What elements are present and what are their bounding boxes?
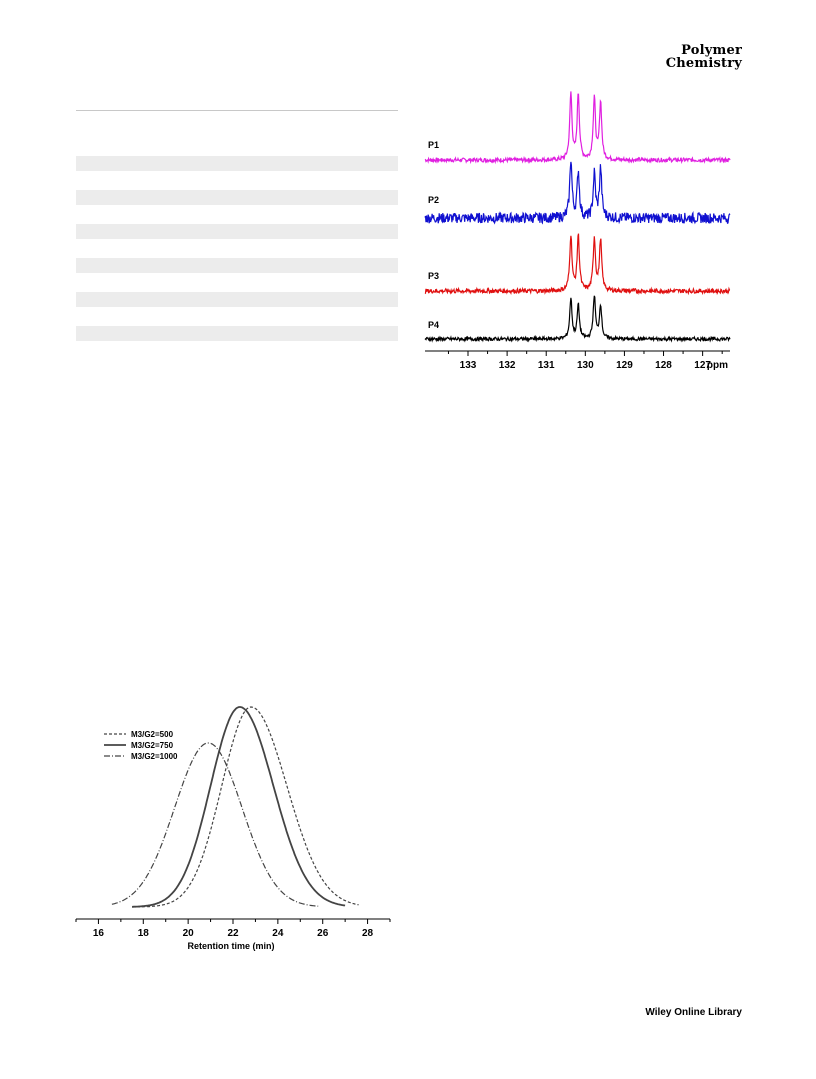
table-row-stripe <box>76 190 398 205</box>
nmr-x-tick-label: 131 <box>538 360 555 371</box>
nmr-x-tick-label: 133 <box>460 360 477 371</box>
nmr-x-tick-label: 127 <box>694 360 711 371</box>
nmr-trace-p3 <box>424 233 731 296</box>
nmr-trace-p4 <box>424 295 731 343</box>
table-row-stripe <box>76 326 398 341</box>
table-row-stripe <box>76 156 398 171</box>
table-row-stripe <box>76 258 398 273</box>
journal-name-line2: Chemistry <box>665 56 742 71</box>
nmr-x-tick-label: 130 <box>577 360 594 371</box>
gpc-x-tick-label: 28 <box>362 928 374 939</box>
nmr-x-tick-label: 128 <box>655 360 672 371</box>
nmr-x-tick-label: 132 <box>499 360 516 371</box>
gpc-trace-dash-dot <box>111 742 319 907</box>
nmr-x-unit-label: ppm <box>707 360 728 371</box>
nmr-series-label: P2 <box>428 195 439 205</box>
journal-name: Polymer Chemistry <box>666 44 742 70</box>
data-table <box>76 108 398 348</box>
publisher-footer: Wiley Online Library <box>645 1007 742 1018</box>
gpc-x-tick-label: 26 <box>317 928 329 939</box>
nmr-series-p3: P3 <box>424 233 731 296</box>
gpc-x-tick-label: 20 <box>183 928 195 939</box>
nmr-series-p1: P1 <box>424 91 731 165</box>
table-top-rule <box>76 110 398 111</box>
journal-name-line1: Polymer <box>681 43 742 58</box>
gpc-x-tick-label: 16 <box>93 928 105 939</box>
gpc-legend-label: M3/G2=1000 <box>131 752 178 761</box>
gpc-trace-figure: M3/G2=500 M3/G2=750 M3/G2=1000 16 18 20 22 24 26… <box>75 706 391 951</box>
nmr-series-p2: P2 <box>424 161 731 225</box>
gpc-trace-solid <box>132 706 346 908</box>
nmr-x-tick-label: 129 <box>616 360 633 371</box>
nmr-series-label: P3 <box>428 271 439 281</box>
gpc-trace-dashed <box>132 706 359 908</box>
gpc-legend-label: M3/G2=750 <box>131 741 174 750</box>
nmr-series-p4: P4 <box>424 295 731 343</box>
gpc-x-tick-label: 22 <box>227 928 239 939</box>
gpc-x-axis-label: Retention time (min) <box>188 941 275 951</box>
nmr-trace-p2 <box>424 161 731 225</box>
nmr-series-label: P1 <box>428 140 439 150</box>
gpc-x-tick-label: 24 <box>272 928 284 939</box>
nmr-trace-p1 <box>424 91 731 165</box>
nmr-series-label: P4 <box>428 320 439 330</box>
gpc-legend-label: M3/G2=500 <box>131 730 174 739</box>
gpc-x-tick-label: 18 <box>138 928 150 939</box>
table-row-stripe <box>76 224 398 239</box>
table-row-stripe <box>76 292 398 307</box>
